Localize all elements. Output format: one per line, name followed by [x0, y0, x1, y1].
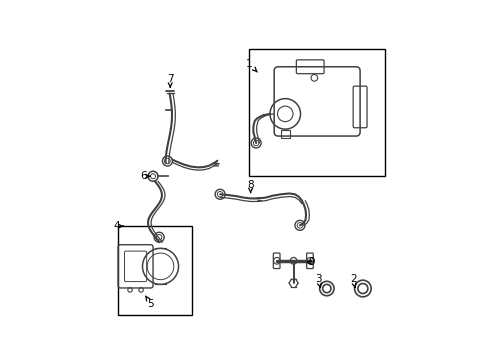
- Bar: [117, 226, 192, 315]
- Text: 2: 2: [349, 274, 356, 288]
- Text: 4: 4: [113, 221, 123, 231]
- Text: 8: 8: [247, 180, 253, 193]
- Bar: [249, 49, 384, 176]
- Text: 7: 7: [166, 74, 173, 87]
- Text: 5: 5: [145, 296, 154, 309]
- Text: 9: 9: [307, 257, 314, 267]
- Text: 1: 1: [245, 59, 257, 72]
- Text: 6: 6: [140, 171, 150, 181]
- Text: 3: 3: [315, 274, 321, 288]
